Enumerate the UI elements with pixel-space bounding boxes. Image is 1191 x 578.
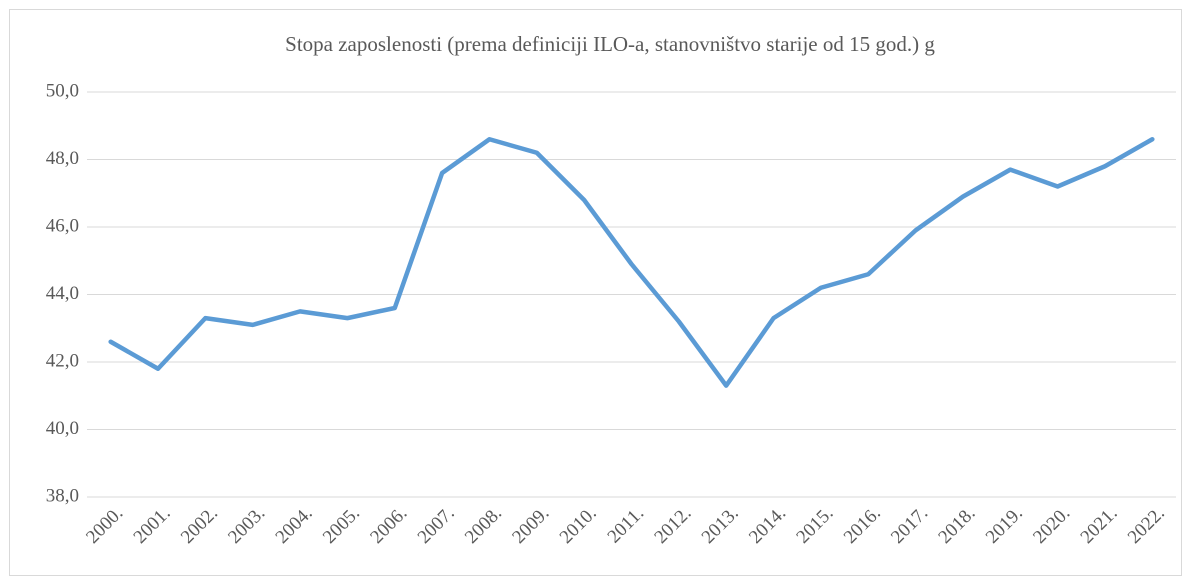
y-tick-label: 42,0 (46, 350, 79, 371)
y-tick-label: 46,0 (46, 215, 79, 236)
y-tick-label: 44,0 (46, 283, 79, 304)
chart-title: Stopa zaposlenosti (prema definiciji ILO… (285, 32, 935, 56)
y-tick-label: 40,0 (46, 418, 79, 439)
y-tick-label: 50,0 (46, 80, 79, 101)
y-tick-label: 48,0 (46, 148, 79, 169)
chart-border (9, 9, 1182, 576)
y-tick-label: 38,0 (46, 485, 79, 506)
line-series (108, 137, 1155, 388)
